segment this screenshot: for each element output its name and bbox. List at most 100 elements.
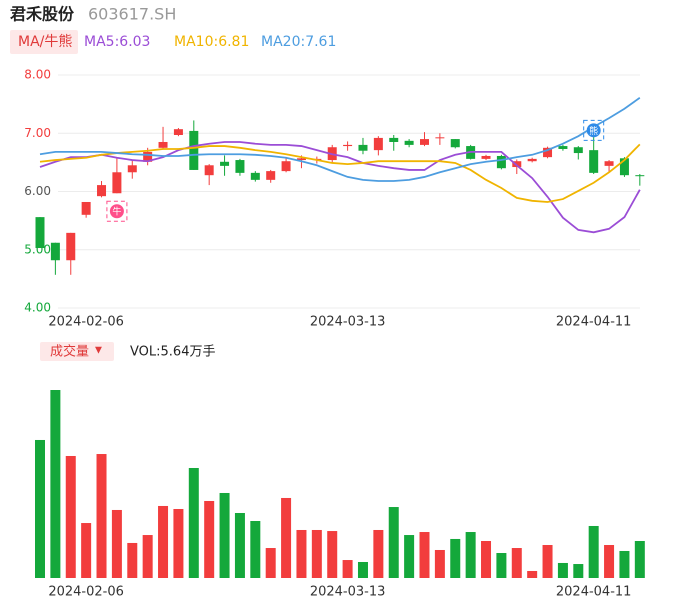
- volume-bar: [265, 548, 276, 578]
- volume-bar: [173, 508, 184, 578]
- ma-line: [39, 143, 641, 203]
- candle-body: [112, 172, 122, 194]
- candle-body: [158, 141, 168, 148]
- candle-body: [496, 155, 506, 169]
- volume-bar: [634, 541, 645, 578]
- volume-bar: [342, 560, 353, 578]
- candle-body: [404, 140, 414, 145]
- volume-bar: [250, 520, 261, 578]
- volume-bar: [527, 570, 538, 578]
- candle-body: [220, 161, 230, 166]
- volume-bar: [81, 523, 92, 578]
- y-tick-label: 4.00: [24, 301, 51, 315]
- volume-bar: [50, 390, 61, 578]
- candle-body: [619, 158, 629, 176]
- candle-body: [50, 242, 60, 261]
- candle-body: [573, 147, 583, 154]
- candle-body: [389, 137, 399, 142]
- candle-body: [435, 137, 445, 139]
- candle-body: [481, 155, 491, 159]
- x-tick-label: 2024-04-11: [556, 585, 632, 600]
- volume-bar: [65, 455, 76, 578]
- volume-bar: [496, 553, 507, 578]
- volume-bar: [373, 529, 384, 578]
- stock-name: 君禾股份: [10, 5, 75, 24]
- x-tick-label: 2024-02-06: [48, 585, 124, 600]
- volume-bar: [327, 531, 338, 578]
- volume-bar: [311, 529, 322, 578]
- ma-line: [39, 96, 641, 182]
- candle-body: [97, 185, 107, 197]
- y-tick-label: 8.00: [24, 68, 51, 82]
- candle-body: [235, 160, 245, 173]
- candle-body: [635, 175, 645, 177]
- volume-bar: [35, 439, 45, 578]
- signal-frame: [583, 119, 605, 141]
- candle-body: [189, 130, 199, 170]
- volume-bar: [511, 548, 522, 578]
- stock-code: 603617.SH: [88, 5, 176, 24]
- volume-bar: [142, 535, 153, 578]
- candle-body: [127, 165, 137, 173]
- volume-label: VOL:5.64万手: [130, 345, 215, 360]
- signal-frame: [106, 200, 128, 222]
- candle-body: [35, 217, 45, 249]
- volume-bar: [158, 505, 169, 578]
- volume-bar: [481, 541, 492, 578]
- indicator-button-bg[interactable]: [10, 30, 78, 54]
- x-tick-label: 2024-03-13: [310, 315, 386, 330]
- signal-marker: [586, 123, 601, 138]
- volume-bar: [219, 492, 230, 578]
- signal-text: 熊: [589, 125, 598, 137]
- volume-bar: [127, 542, 138, 578]
- signal-marker: [109, 204, 124, 219]
- candle-body: [204, 165, 214, 176]
- volume-bar: [588, 525, 599, 578]
- legend-entry: MA5:6.03: [84, 34, 150, 50]
- volume-bar: [419, 532, 430, 578]
- candle-body: [143, 151, 153, 162]
- ma-line: [39, 141, 641, 234]
- volume-bar: [557, 562, 568, 578]
- candle-body: [373, 137, 383, 151]
- indicator-button[interactable]: MA/牛熊: [18, 34, 72, 50]
- volume-bar: [357, 561, 368, 578]
- y-tick-label: 6.00: [24, 184, 51, 198]
- volume-bar: [542, 545, 553, 578]
- candle-body: [604, 161, 614, 166]
- volume-button-bg[interactable]: [40, 342, 114, 361]
- volume-bar: [204, 500, 215, 578]
- candle-body: [266, 171, 276, 180]
- candle-body: [173, 129, 183, 135]
- legend-entry: MA20:7.61: [261, 34, 336, 50]
- candle-body: [343, 144, 353, 147]
- volume-bar: [281, 497, 292, 578]
- volume-bar: [96, 454, 107, 578]
- volume-arrow[interactable]: ▼: [95, 346, 102, 356]
- candle-body: [358, 144, 368, 151]
- volume-bar: [234, 512, 245, 578]
- volume-bar: [404, 535, 415, 578]
- y-tick-label: 7.00: [24, 126, 51, 140]
- legend-entry: MA10:6.81: [174, 34, 249, 50]
- candle-body: [589, 150, 599, 173]
- candle-body: [450, 139, 460, 148]
- volume-bar: [188, 467, 199, 578]
- volume-bar: [388, 507, 399, 578]
- candle-body: [296, 158, 306, 161]
- candle-body: [420, 139, 429, 145]
- volume-bar: [450, 538, 461, 578]
- volume-bar: [619, 550, 630, 578]
- candle-body: [558, 146, 568, 149]
- candle-body: [527, 158, 537, 162]
- candle-body: [250, 172, 260, 180]
- x-tick-label: 2024-02-06: [48, 315, 124, 330]
- volume-button[interactable]: 成交量: [50, 344, 89, 360]
- volume-bar: [434, 549, 445, 578]
- candle-body: [281, 161, 291, 172]
- x-tick-label: 2024-03-13: [310, 585, 386, 600]
- candle-body: [66, 232, 76, 261]
- volume-bar: [604, 545, 615, 578]
- volume-bar: [465, 532, 476, 578]
